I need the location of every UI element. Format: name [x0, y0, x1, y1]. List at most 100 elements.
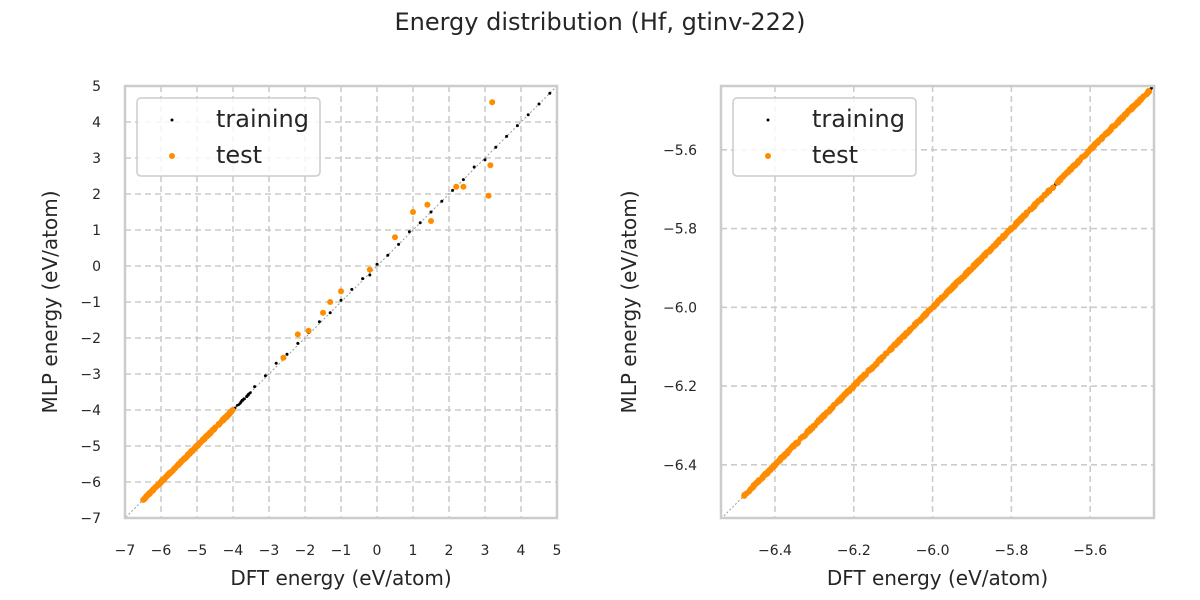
test-point: [759, 473, 766, 480]
training-point: [451, 188, 455, 192]
y-tick-label: 5: [92, 79, 101, 95]
test-point: [789, 443, 796, 450]
training-point: [245, 395, 248, 398]
y-axis-label: MLP energy (eV/atom): [617, 190, 641, 413]
x-tick-label: 0: [373, 543, 382, 559]
test-point: [877, 355, 884, 362]
legend: training test: [732, 97, 917, 177]
legend-marker-training: [766, 118, 770, 122]
x-tick-label: −6.2: [837, 543, 871, 559]
training-point: [397, 242, 401, 246]
test-point: [181, 455, 188, 462]
test-point: [916, 318, 923, 325]
test-point: [961, 272, 968, 279]
test-point: [489, 99, 496, 106]
y-tick-label: 0: [92, 259, 101, 275]
training-point: [368, 273, 372, 277]
test-point: [911, 321, 918, 328]
legend-label-test: test: [216, 141, 262, 169]
x-tick-label: −2: [295, 543, 316, 559]
y-tick-label: −7: [80, 511, 101, 527]
x-tick-label: 1: [409, 543, 418, 559]
test-point: [320, 309, 326, 316]
test-point: [869, 364, 876, 371]
test-point: [1136, 98, 1143, 105]
training-point: [253, 385, 257, 389]
training-point: [505, 134, 509, 138]
x-tick-label: 2: [445, 543, 454, 559]
test-point: [741, 492, 748, 499]
x-tick-label: −5.8: [994, 543, 1028, 559]
y-tick-label: 4: [92, 115, 101, 131]
axes-frame: [123, 84, 559, 520]
training-point: [239, 400, 243, 404]
plot-area: [721, 86, 1154, 518]
test-point: [854, 379, 861, 386]
test-point: [827, 405, 834, 412]
test-point: [1023, 210, 1030, 217]
test-point: [1009, 224, 1016, 231]
y-tick-label: −4: [80, 403, 101, 419]
test-point: [205, 431, 212, 438]
test-point: [210, 426, 217, 433]
training-point: [515, 124, 519, 128]
legend-label-training: training: [812, 105, 905, 133]
test-point: [294, 331, 301, 338]
y-tick-label: 3: [92, 151, 101, 167]
test-point: [831, 401, 838, 408]
test-point: [1078, 154, 1085, 161]
test-point: [327, 299, 334, 305]
test-point: [793, 439, 800, 446]
test-point: [903, 330, 910, 337]
test-point: [775, 458, 782, 465]
training-point: [375, 262, 379, 266]
test-point: [175, 461, 182, 468]
training-point: [361, 277, 365, 281]
test-point: [1096, 137, 1103, 144]
test-point: [754, 479, 761, 486]
training-point: [339, 298, 343, 302]
y-tick-label: −6: [80, 475, 101, 491]
test-point: [1050, 184, 1057, 191]
test-point: [1054, 179, 1061, 186]
training-point: [296, 341, 300, 345]
test-point: [164, 472, 171, 479]
test-point: [1105, 128, 1112, 135]
training-point: [407, 230, 411, 234]
test-point: [849, 384, 856, 391]
test-point: [769, 465, 776, 472]
test-point: [1069, 163, 1076, 170]
test-point: [1129, 104, 1136, 111]
test-point: [157, 479, 164, 486]
test-point: [823, 410, 830, 417]
test-point: [996, 237, 1003, 244]
training-point: [274, 361, 278, 365]
y-tick-label: −5: [80, 439, 101, 455]
y-tick-label: −2: [80, 331, 101, 347]
series-test: [140, 99, 496, 503]
training-point: [472, 165, 476, 169]
test-point: [750, 483, 757, 490]
y-tick-label: −1: [80, 295, 101, 311]
test-point: [968, 266, 975, 273]
test-point: [1074, 160, 1081, 167]
test-point: [215, 421, 222, 428]
x-axis-label: DFT energy (eV/atom): [827, 566, 1048, 590]
test-point: [460, 183, 467, 190]
test-point: [956, 277, 963, 284]
test-point: [921, 312, 928, 319]
y-tick-label: −5.6: [663, 143, 697, 159]
x-tick-label: −7: [115, 543, 136, 559]
x-axis-label: DFT energy (eV/atom): [230, 566, 451, 590]
test-point: [366, 266, 373, 273]
test-point: [816, 417, 823, 424]
test-point: [1090, 143, 1097, 150]
training-point: [526, 113, 530, 117]
test-point: [975, 257, 982, 264]
test-point: [862, 372, 869, 379]
test-point: [195, 441, 202, 448]
test-point: [1062, 171, 1069, 178]
training-point: [243, 397, 246, 401]
test-point: [224, 412, 231, 419]
x-tick-label: 3: [481, 543, 490, 559]
